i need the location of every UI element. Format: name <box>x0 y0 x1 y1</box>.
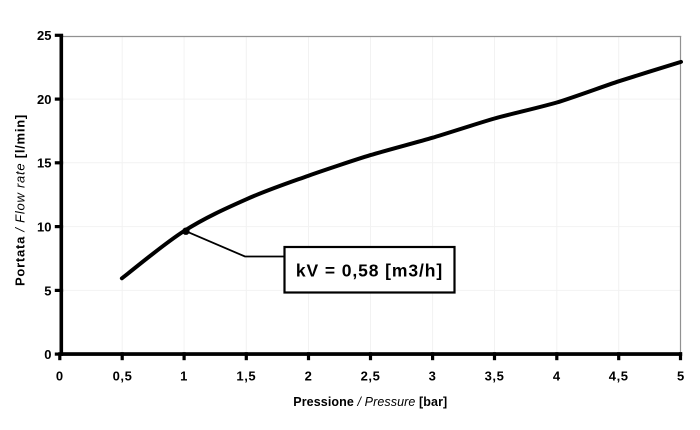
svg-text:20: 20 <box>37 92 51 107</box>
svg-text:25: 25 <box>37 28 51 43</box>
svg-text:0: 0 <box>56 369 64 384</box>
svg-text:1,5: 1,5 <box>236 369 256 384</box>
svg-text:kV = 0,58 [m3/h]: kV = 0,58 [m3/h] <box>296 261 443 281</box>
svg-text:Pressione / Pressure [bar]: Pressione / Pressure [bar] <box>293 395 447 409</box>
svg-text:2,5: 2,5 <box>361 369 381 384</box>
svg-text:0: 0 <box>44 347 51 362</box>
svg-text:2: 2 <box>305 369 313 384</box>
svg-text:3: 3 <box>429 369 437 384</box>
svg-text:15: 15 <box>37 156 51 171</box>
svg-text:Portata / Flow rate [l/min]: Portata / Flow rate [l/min] <box>13 114 28 286</box>
svg-text:1: 1 <box>180 369 188 384</box>
svg-text:4,5: 4,5 <box>609 369 629 384</box>
svg-text:4: 4 <box>553 369 561 384</box>
svg-text:10: 10 <box>37 220 51 235</box>
svg-text:5: 5 <box>44 283 51 298</box>
svg-text:0,5: 0,5 <box>113 369 133 384</box>
svg-text:3,5: 3,5 <box>485 369 505 384</box>
svg-text:5: 5 <box>677 369 685 384</box>
